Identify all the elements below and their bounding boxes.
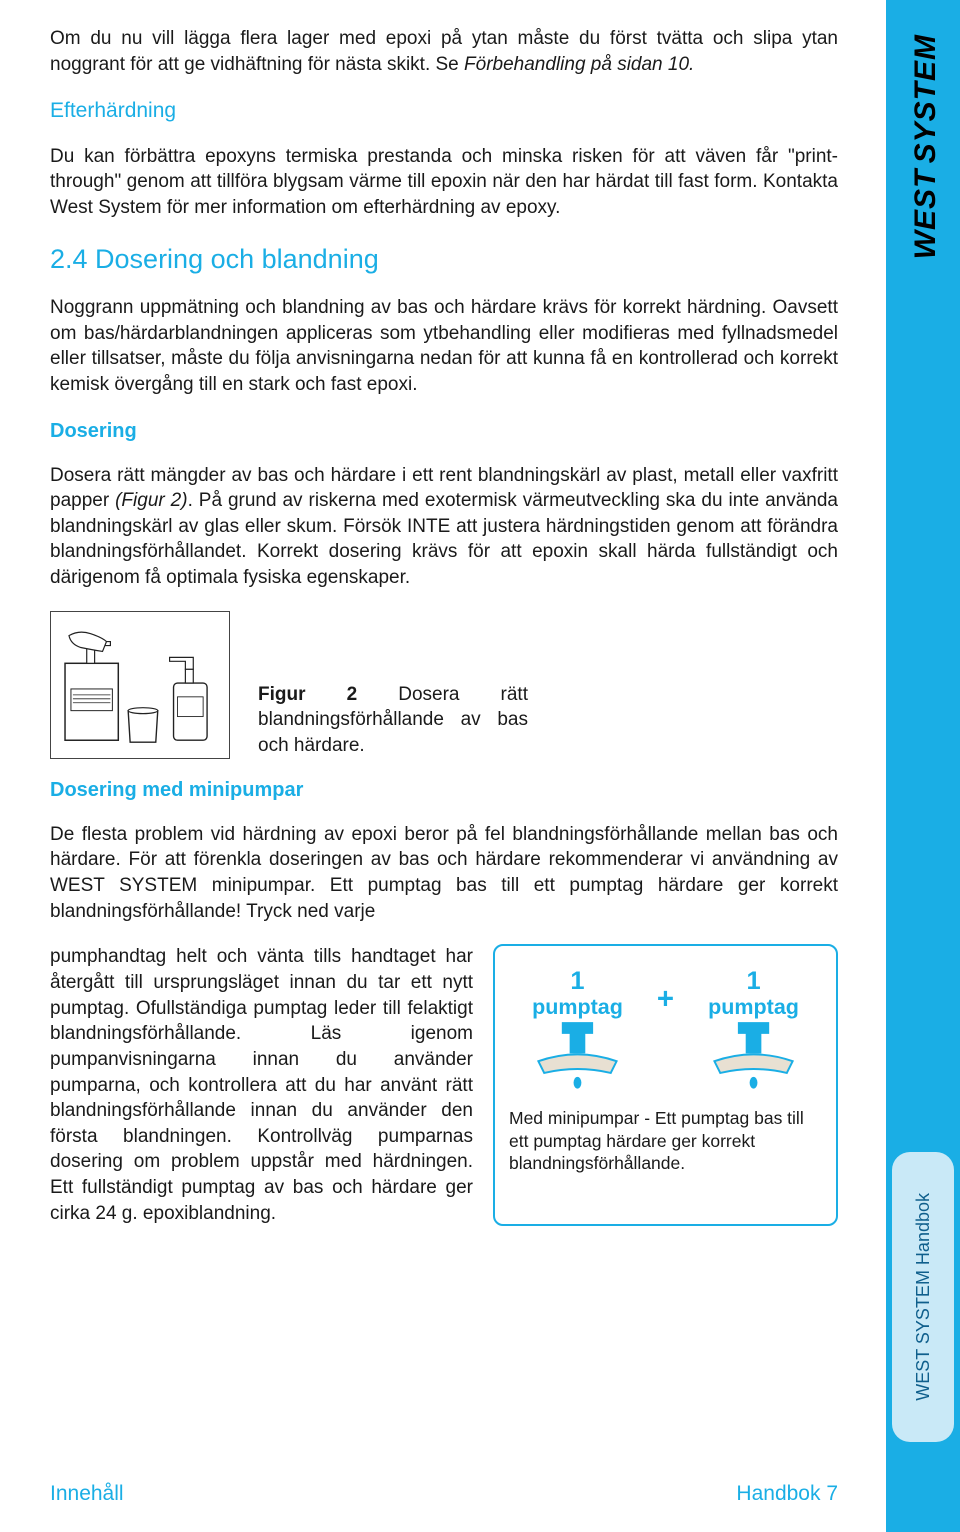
footer-left: Innehåll: [50, 1480, 124, 1508]
intro-text: Om du nu vill lägga flera lager med epox…: [50, 28, 838, 75]
minipump-diagram-icon: 1 pumptag + 1 pumptag: [509, 958, 822, 1093]
minipump-row: pumphandtag helt och vänta tills handtag…: [50, 944, 838, 1226]
figure2-caption: Figur 2 Dosera rätt blandningsförhålland…: [258, 682, 528, 759]
brand-logo-vertical: WEST SYSTEM: [906, 34, 947, 259]
intro-italic: Förbehandling på sidan 10.: [464, 54, 694, 75]
dosering-body: Dosera rätt mängder av bas och härdare i…: [50, 463, 838, 591]
side-tab-label: WEST SYSTEM Handbok: [911, 1193, 935, 1401]
intro-paragraph: Om du nu vill lägga flera lager med epox…: [50, 26, 838, 77]
footer-right: Handbok 7: [736, 1480, 838, 1508]
heading-dosering: Dosering: [50, 418, 838, 445]
heading-efterhardning: Efterhärdning: [50, 97, 838, 125]
heading-minipump: Dosering med minipumpar: [50, 777, 838, 804]
pump-right-word: pumptag: [708, 996, 799, 1020]
minipump-box-caption: Med minipumpar - Ett pumptag bas till et…: [509, 1107, 822, 1175]
minipump-lead: De flesta problem vid härdning av epoxi …: [50, 822, 838, 925]
pump-plus: +: [657, 983, 674, 1016]
minipump-left-text: pumphandtag helt och vänta tills handtag…: [50, 944, 473, 1226]
efterhardning-body: Du kan förbättra epoxyns termiska presta…: [50, 144, 838, 221]
pump-right-num: 1: [746, 967, 760, 995]
pump-dispenser-icon: [51, 612, 229, 758]
pump-left-num: 1: [570, 967, 584, 995]
dosering-italic: (Figur 2): [115, 490, 187, 511]
side-tab: WEST SYSTEM Handbok: [892, 1152, 954, 1442]
page-content: Om du nu vill lägga flera lager med epox…: [50, 26, 838, 1226]
section24-body: Noggrann uppmätning och blandning av bas…: [50, 295, 838, 398]
pump-left-word: pumptag: [532, 996, 623, 1020]
page-footer: Innehåll Handbok 7: [50, 1480, 838, 1508]
logo-line2: SYSTEM: [909, 34, 942, 163]
figure2-row: Figur 2 Dosera rätt blandningsförhålland…: [50, 611, 838, 759]
heading-2-4: 2.4 Dosering och blandning: [50, 241, 838, 277]
figure2-label-bold: Figur 2: [258, 684, 357, 705]
figure2-illustration: [50, 611, 230, 759]
minipump-box: 1 pumptag + 1 pumptag Med minipumpar - E…: [493, 944, 838, 1226]
logo-line1: WEST: [909, 169, 942, 260]
